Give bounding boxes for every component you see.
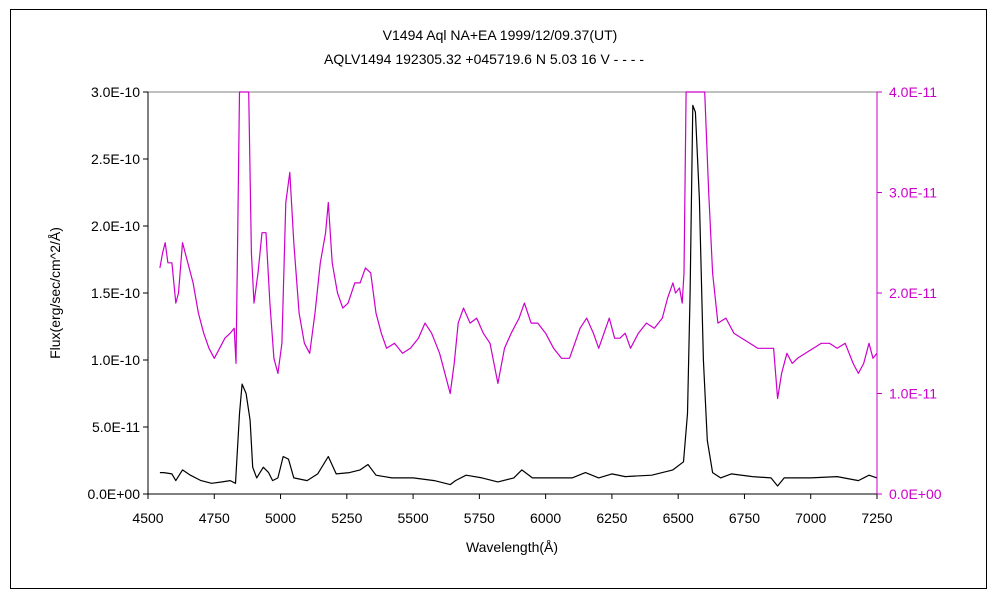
y2-tick-group: 0.0E+00 1.0E-11 2.0E-11 3.0E-11 4.0E-11 bbox=[877, 84, 942, 502]
x-tick-label: 6000 bbox=[530, 510, 561, 526]
y-tick-group: 0.0E+00 5.0E-11 1.0E-10 1.5E-10 2.0E-10 2.5E-… bbox=[87, 84, 148, 502]
series-layer bbox=[159, 91, 878, 487]
x-tick-label: 5000 bbox=[265, 510, 296, 526]
plot-area bbox=[147, 91, 878, 495]
y2-tick-label: 3.0E-11 bbox=[889, 185, 937, 201]
chart-title: V1494 Aql NA+EA 1999/12/09.37(UT) bbox=[383, 27, 618, 43]
chart-frame bbox=[10, 9, 987, 589]
y-tick-label: 5.0E-11 bbox=[92, 419, 140, 435]
y2-tick-label: 2.0E-11 bbox=[889, 285, 937, 301]
y-tick-label: 2.5E-10 bbox=[91, 151, 140, 167]
x-tick-label: 4500 bbox=[132, 510, 163, 526]
x-axis-label: Wavelength(Å) bbox=[466, 539, 558, 555]
x-tick-label: 4750 bbox=[199, 510, 230, 526]
x-tick-label: 5500 bbox=[398, 510, 429, 526]
series-line-primary bbox=[159, 104, 878, 487]
y2-tick-label: 0.0E+00 bbox=[889, 486, 942, 502]
y-tick-label: 1.5E-10 bbox=[91, 285, 140, 301]
y2-tick-label: 1.0E-11 bbox=[889, 386, 937, 402]
x-tick-label: 7000 bbox=[795, 510, 826, 526]
y-tick-label: 0.0E+00 bbox=[87, 486, 140, 502]
x-tick-label: 6750 bbox=[729, 510, 760, 526]
y-tick-label: 2.0E-10 bbox=[91, 218, 140, 234]
y-axis-label: Flux(erg/sec/cm^2/Å) bbox=[47, 227, 63, 359]
x-tick-label: 6500 bbox=[663, 510, 694, 526]
x-tick-group: 4500 4750 5000 5250 5500 5750 6000 6250 6500 6750… bbox=[132, 494, 893, 526]
series-line-secondary bbox=[159, 91, 878, 400]
x-tick-label: 7250 bbox=[861, 510, 892, 526]
y-tick-label: 1.0E-10 bbox=[91, 352, 140, 368]
chart-subtitle: AQLV1494 192305.32 +045719.6 N 5.03 16 V… bbox=[324, 51, 644, 67]
y2-tick-label: 4.0E-11 bbox=[889, 84, 937, 100]
x-tick-label: 5250 bbox=[331, 510, 362, 526]
y-tick-label: 3.0E-10 bbox=[91, 84, 140, 100]
x-tick-label: 5750 bbox=[464, 510, 495, 526]
x-tick-label: 6250 bbox=[596, 510, 627, 526]
